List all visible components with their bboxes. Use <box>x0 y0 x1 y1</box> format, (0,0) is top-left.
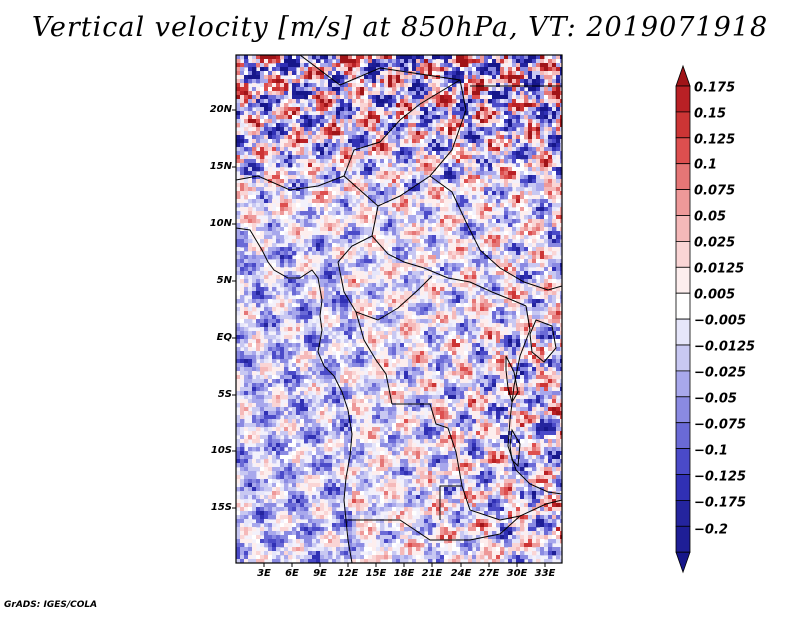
colorbar-segment <box>675 344 691 372</box>
colorbar-top-arrow <box>675 64 691 87</box>
lon-label-24e: 24E <box>450 568 472 579</box>
colorbar-label: 0.005 <box>694 287 736 303</box>
colorbar-label: −0.125 <box>694 469 747 485</box>
coastline <box>236 227 353 563</box>
border-line <box>507 305 531 471</box>
colorbar-label: −0.025 <box>694 365 747 381</box>
colorbar-segment <box>675 292 691 320</box>
colorbar-segment <box>675 474 691 501</box>
colorbar <box>675 64 691 574</box>
border-line <box>355 311 393 405</box>
border-line <box>299 55 467 207</box>
colorbar-segment <box>675 163 691 190</box>
lat-label-15s: 15S <box>210 502 232 513</box>
colorbar-segment <box>675 215 691 242</box>
lake-outline <box>505 355 519 404</box>
lon-label-27e: 27E <box>478 568 500 579</box>
colorbar-segment <box>675 137 691 165</box>
lon-label-30e: 30E <box>506 568 528 579</box>
longitude-ticks <box>263 563 546 567</box>
lat-label-15n: 15N <box>209 161 232 172</box>
colorbar-label: 0.15 <box>694 106 727 122</box>
colorbar-label: −0.1 <box>694 443 728 459</box>
colorbar-segment <box>675 266 691 294</box>
border-line <box>348 499 562 541</box>
lon-label-6e: 6E <box>285 568 299 579</box>
colorbar-segment <box>675 422 691 450</box>
lon-label-3e: 3E <box>257 568 271 579</box>
lon-label-9e: 9E <box>313 568 327 579</box>
colorbar-label: −0.0125 <box>694 339 756 355</box>
colorbar-label: 0.025 <box>694 235 736 251</box>
colorbar-segment <box>675 189 691 216</box>
colorbar-label: 0.125 <box>694 132 736 148</box>
colorbar-segment <box>675 111 691 139</box>
grads-credit: GrADS: IGES/COLA <box>4 600 98 610</box>
colorbar-label: −0.175 <box>694 495 747 511</box>
colorbar-label: 0.0125 <box>694 261 745 277</box>
colorbar-label: 0.175 <box>694 80 736 96</box>
lake-outline <box>529 319 557 363</box>
border-line <box>439 485 462 520</box>
colorbar-label: 0.05 <box>694 209 727 225</box>
colorbar-segment <box>675 240 691 268</box>
lon-label-33e: 33E <box>534 568 556 579</box>
colorbar-segment <box>675 318 691 346</box>
border-line <box>371 235 527 307</box>
lat-label-10s: 10S <box>210 445 232 456</box>
colorbar-segment <box>675 448 691 475</box>
lon-label-15e: 15E <box>365 568 387 579</box>
map-frame <box>235 54 563 564</box>
colorbar-segment <box>675 396 691 424</box>
colorbar-label: 0.1 <box>694 157 718 173</box>
border-line <box>343 79 461 177</box>
lat-label-10n: 10N <box>209 218 232 229</box>
colorbar-label: −0.05 <box>694 391 737 407</box>
colorbar-segment <box>675 85 691 113</box>
border-line <box>392 403 521 521</box>
country-borders <box>236 55 562 563</box>
colorbar-bottom-arrow <box>675 551 691 574</box>
colorbar-label: −0.005 <box>694 313 747 329</box>
lon-label-12e: 12E <box>337 568 359 579</box>
lat-label-5s: 5S <box>217 389 232 400</box>
lon-label-21e: 21E <box>421 568 443 579</box>
colorbar-label: 0.075 <box>694 183 736 199</box>
lake-outline <box>509 428 521 468</box>
border-line <box>515 469 562 495</box>
border-line <box>429 175 562 291</box>
colorbar-segment <box>675 525 691 553</box>
map-title: Vertical velocity [m/s] at 850hPa, VT: 2… <box>31 12 769 43</box>
colorbar-segment <box>675 370 691 398</box>
colorbar-label: −0.075 <box>694 417 747 433</box>
latitude-ticks <box>232 109 236 509</box>
border-line <box>337 261 433 321</box>
lon-label-18e: 18E <box>393 568 415 579</box>
field-cells <box>236 55 562 563</box>
lat-label-20n: 20N <box>209 104 232 115</box>
lat-label-5n: 5N <box>216 275 232 286</box>
colorbar-label: −0.2 <box>694 522 728 538</box>
lat-label-eq: EQ <box>216 332 232 343</box>
colorbar-segment <box>675 499 691 527</box>
velocity-field <box>236 55 562 563</box>
